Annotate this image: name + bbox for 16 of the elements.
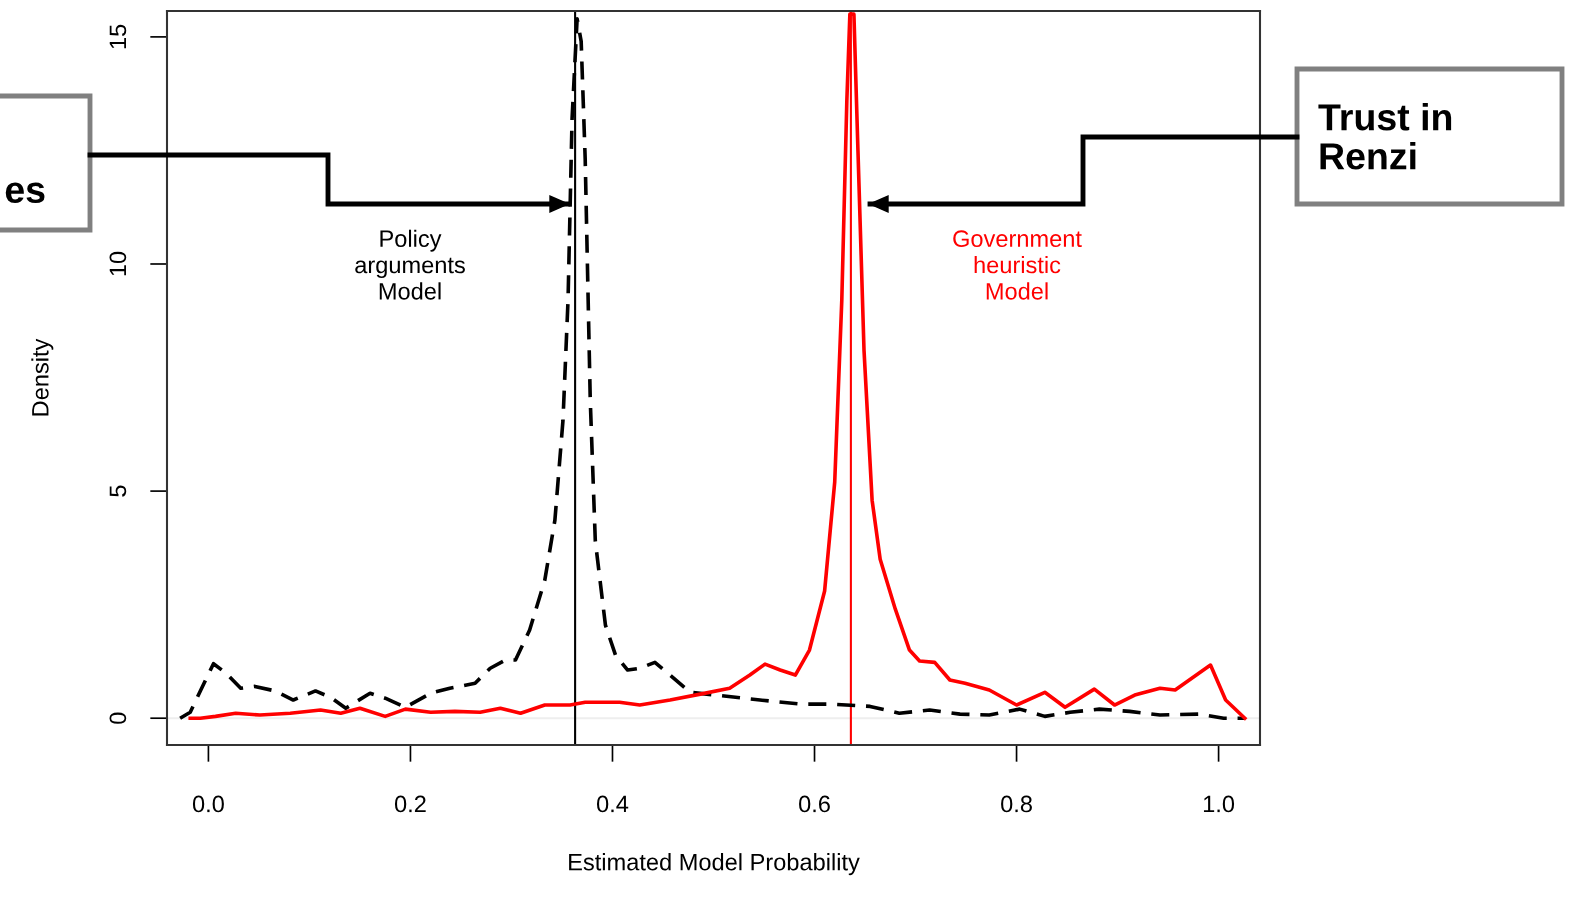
y-tick-label: 5 <box>109 485 127 497</box>
text: Trust in Renzi <box>1318 103 1452 170</box>
text: es <box>5 182 45 204</box>
x-tick-label: 0.0 <box>192 795 224 813</box>
y-axis-title: Density <box>31 338 54 416</box>
text: Government heuristic Model <box>953 230 1082 300</box>
y-tick-label: 15 <box>109 24 127 49</box>
x-tick-label: 0.8 <box>1001 795 1032 813</box>
y-tick-label: 0 <box>109 712 127 724</box>
x-tick-label: 0.6 <box>799 795 830 813</box>
x-axis-title: Estimated Model Probability <box>569 853 860 876</box>
y-tick-label: 10 <box>109 251 127 276</box>
x-tick-label: 0.4 <box>597 795 629 813</box>
text: Policy arguments Model <box>355 229 465 300</box>
x-tick-label: 0.2 <box>394 795 426 813</box>
x-tick-label: 1.0 <box>1203 795 1235 813</box>
